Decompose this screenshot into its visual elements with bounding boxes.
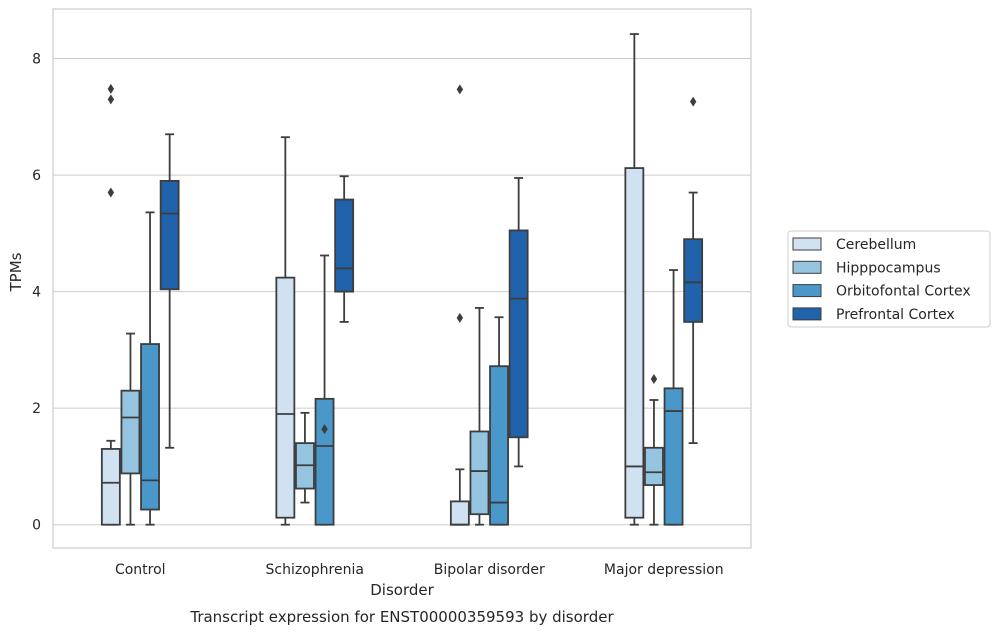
outlier-point bbox=[107, 94, 115, 105]
box-hipppocampus bbox=[295, 411, 315, 504]
x-tick-label: Major depression bbox=[604, 562, 724, 578]
box-iqr bbox=[120, 389, 141, 475]
legend-label: Prefrontal Cortex bbox=[836, 307, 955, 323]
legend-label: Orbitofontal Cortex bbox=[836, 284, 971, 300]
legend-swatch bbox=[792, 237, 822, 251]
box-orbitofontal-cortex bbox=[663, 269, 684, 526]
plot-frame bbox=[52, 8, 752, 549]
box-iqr bbox=[449, 500, 470, 526]
legend-label: Hipppocampus bbox=[836, 260, 941, 276]
box-iqr bbox=[275, 276, 296, 519]
outlier-point bbox=[456, 312, 464, 323]
box-cerebellum bbox=[449, 84, 470, 526]
y-tick-label: 8 bbox=[32, 52, 41, 68]
box-orbitofontal-cortex bbox=[140, 211, 160, 526]
box-prefrontal-cortex bbox=[683, 96, 704, 445]
box-iqr bbox=[683, 238, 704, 323]
legend-swatch bbox=[792, 260, 822, 274]
box-cerebellum bbox=[100, 83, 121, 526]
box-hipppocampus bbox=[469, 307, 490, 526]
outlier-point bbox=[650, 374, 658, 385]
plot-area bbox=[100, 33, 704, 526]
box-iqr bbox=[508, 229, 529, 439]
x-tick-label: Bipolar disorder bbox=[434, 562, 545, 578]
box-iqr bbox=[644, 446, 664, 486]
box-orbitofontal-cortex bbox=[314, 254, 335, 526]
outlier-point bbox=[456, 84, 464, 95]
y-axis-ticks: 0 2 4 6 8 bbox=[32, 52, 41, 534]
outlier-point bbox=[107, 83, 115, 94]
y-tick-label: 2 bbox=[32, 401, 41, 417]
x-axis-ticks: Control Schizophrenia Bipolar disorder Majo… bbox=[115, 562, 724, 578]
axes-frame bbox=[52, 8, 752, 549]
y-tick-label: 0 bbox=[32, 518, 41, 534]
box-iqr bbox=[469, 430, 490, 516]
box-iqr bbox=[140, 343, 160, 511]
legend: Cerebellum Hipppocampus Orbitofontal Corte… bbox=[787, 230, 991, 328]
x-tick-label: Control bbox=[115, 562, 166, 578]
legend-swatch bbox=[792, 307, 822, 321]
y-tick-label: 6 bbox=[32, 168, 41, 184]
outlier-point bbox=[689, 96, 697, 107]
box-iqr bbox=[624, 167, 645, 519]
box-iqr bbox=[100, 448, 121, 526]
y-tick-label: 4 bbox=[32, 285, 41, 301]
outlier-point bbox=[107, 187, 115, 198]
box-iqr bbox=[663, 387, 684, 526]
chart-caption: Transcript expression for ENST0000035959… bbox=[189, 608, 614, 626]
x-tick-label: Schizophrenia bbox=[266, 562, 364, 578]
y-axis-title: TPMs bbox=[7, 252, 25, 292]
legend-label: Cerebellum bbox=[836, 237, 916, 253]
outlier-point bbox=[321, 424, 328, 435]
box-prefrontal-cortex bbox=[159, 133, 180, 449]
box-orbitofontal-cortex bbox=[489, 316, 509, 526]
box-cerebellum bbox=[624, 33, 645, 526]
box-prefrontal-cortex bbox=[508, 177, 529, 468]
box-iqr bbox=[159, 179, 180, 291]
box-iqr bbox=[334, 198, 355, 293]
box-iqr bbox=[489, 365, 509, 526]
legend-frame bbox=[787, 230, 991, 328]
box-iqr bbox=[314, 397, 335, 526]
legend-swatch bbox=[792, 284, 822, 298]
box-cerebellum bbox=[275, 136, 296, 526]
x-axis-title: Disorder bbox=[370, 581, 434, 599]
box-hipppocampus bbox=[120, 332, 141, 526]
box-hipppocampus bbox=[644, 374, 664, 526]
box-prefrontal-cortex bbox=[334, 175, 355, 323]
